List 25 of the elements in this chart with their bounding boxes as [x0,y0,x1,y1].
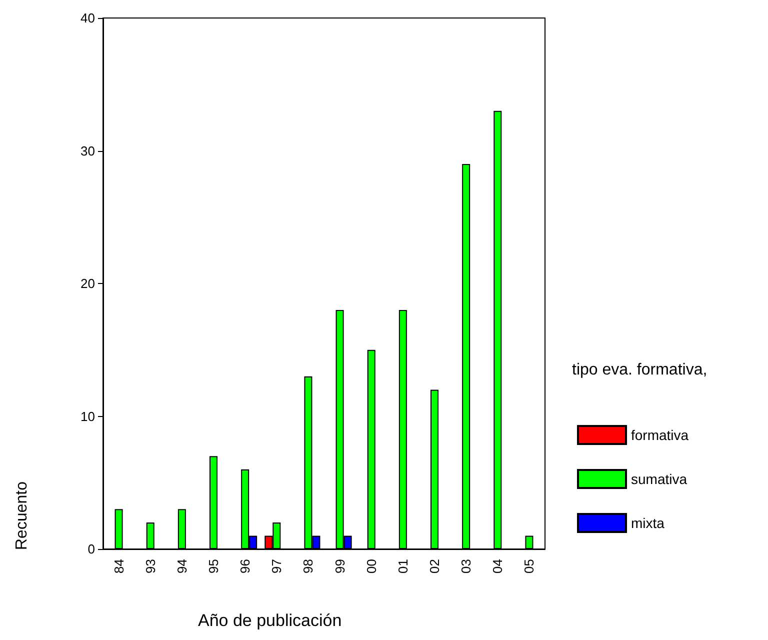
y-tick-label: 20 [80,276,95,291]
y-tick-label: 0 [88,542,95,556]
x-tick-label: 94 [174,559,190,574]
x-tick-label: 97 [269,559,284,574]
y-tick-label: 30 [80,143,95,158]
x-tick-label: 00 [364,559,379,574]
x-tick-label: 01 [395,559,410,574]
x-tick-label: 93 [142,559,158,574]
y-tick-label: 40 [80,10,95,26]
x-tick-label: 02 [427,559,442,574]
x-tick-label: 96 [238,559,253,574]
legend-title: tipo eva. formativa, [572,362,708,378]
y-tick-label: 10 [80,408,95,424]
y-axis-title: Recuento [14,481,30,550]
x-tick-label: 99 [332,559,348,574]
x-tick-label: 95 [206,559,221,574]
x-tick-label: 98 [300,559,316,574]
legend-label: formativa [631,427,689,443]
legend-label: sumativa [631,471,688,487]
legend-label: mixta [631,515,665,531]
x-tick-label: 03 [458,559,474,574]
x-tick-label: 04 [490,559,506,574]
x-tick-label: 84 [111,559,126,574]
x-axis-title: Año de publicación [198,611,342,630]
x-tick-label: 05 [522,559,537,574]
